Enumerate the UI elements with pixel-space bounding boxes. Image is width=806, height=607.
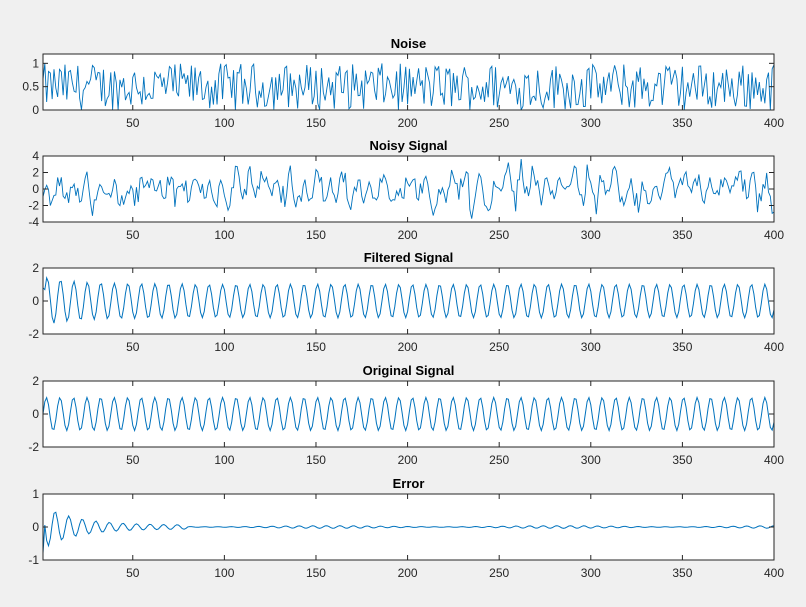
x-tick-label: 300 [581, 340, 601, 354]
x-tick-label: 200 [398, 453, 418, 467]
series-line [43, 511, 774, 554]
x-tick-label: 350 [672, 116, 692, 130]
x-tick-label: 300 [581, 566, 601, 580]
plot-area [43, 381, 774, 447]
series-line [43, 395, 774, 433]
x-tick-label: 400 [764, 566, 784, 580]
y-tick-label: 0 [32, 182, 39, 196]
x-tick-label: 150 [306, 566, 326, 580]
x-tick-label: 350 [672, 566, 692, 580]
x-tick-label: 50 [126, 340, 140, 354]
y-tick-label: 0 [32, 520, 39, 534]
x-tick-label: 400 [764, 228, 784, 242]
y-tick-label: -1 [28, 553, 39, 567]
y-tick-label: -2 [28, 440, 39, 454]
x-tick-label: 250 [489, 340, 509, 354]
x-tick-label: 200 [398, 340, 418, 354]
y-tick-label: 1 [32, 56, 39, 70]
x-tick-label: 200 [398, 116, 418, 130]
y-tick-label: 4 [32, 149, 39, 163]
x-tick-label: 50 [126, 453, 140, 467]
x-tick-label: 250 [489, 453, 509, 467]
subplot-4: 50 100 150 200 250 300 350 400 -2 0 2 Original Sign… [28, 363, 784, 467]
x-tick-label: 400 [764, 340, 784, 354]
subplot-title: Noisy Signal [369, 138, 447, 153]
series-line [43, 159, 774, 219]
y-tick-label: 2 [32, 166, 39, 180]
y-tick-label: 0 [32, 103, 39, 117]
subplot-title: Original Signal [363, 363, 455, 378]
y-tick-label: -2 [28, 327, 39, 341]
x-tick-label: 250 [489, 116, 509, 130]
y-tick-label: 2 [32, 374, 39, 388]
subplot-1: 50 100 150 200 250 300 350 400 0 0.5 1 Noise [22, 36, 784, 130]
x-tick-label: 100 [214, 340, 234, 354]
x-tick-label: 100 [214, 453, 234, 467]
subplot-title: Error [393, 476, 425, 491]
subplot-title: Noise [391, 36, 426, 51]
x-tick-label: 100 [214, 566, 234, 580]
subplot-title: Filtered Signal [364, 250, 454, 265]
y-tick-label: 0.5 [22, 80, 39, 94]
x-tick-label: 50 [126, 228, 140, 242]
series-line [43, 62, 774, 110]
x-tick-label: 150 [306, 116, 326, 130]
x-tick-label: 350 [672, 453, 692, 467]
x-tick-label: 100 [214, 228, 234, 242]
x-tick-label: 350 [672, 228, 692, 242]
x-tick-label: 100 [214, 116, 234, 130]
subplot-3: 50 100 150 200 250 300 350 400 -2 0 2 Filtered Sign… [28, 250, 784, 354]
subplot-2: 50 100 150 200 250 300 350 400 -4 -2 0 2 4 Noisy Sign… [28, 138, 784, 242]
y-tick-label: 2 [32, 261, 39, 275]
x-tick-label: 400 [764, 116, 784, 130]
x-tick-label: 300 [581, 116, 601, 130]
y-tick-label: 0 [32, 294, 39, 308]
x-tick-label: 150 [306, 228, 326, 242]
x-tick-label: 150 [306, 453, 326, 467]
x-tick-label: 150 [306, 340, 326, 354]
x-tick-label: 50 [126, 566, 140, 580]
x-tick-label: 250 [489, 228, 509, 242]
plot-area [43, 268, 774, 334]
x-tick-label: 200 [398, 566, 418, 580]
y-tick-label: -4 [28, 215, 39, 229]
axes-box [42, 53, 775, 111]
series-line [43, 276, 774, 324]
x-tick-label: 400 [764, 453, 784, 467]
x-tick-label: 250 [489, 566, 509, 580]
subplot-5: 50 100 150 200 250 300 350 400 -1 0 1 Error [28, 476, 784, 580]
x-tick-label: 200 [398, 228, 418, 242]
x-tick-label: 50 [126, 116, 140, 130]
x-tick-label: 300 [581, 453, 601, 467]
x-tick-label: 300 [581, 228, 601, 242]
y-tick-label: 0 [32, 407, 39, 421]
y-tick-label: -2 [28, 199, 39, 213]
x-tick-label: 350 [672, 340, 692, 354]
plot-area [43, 156, 774, 222]
y-tick-label: 1 [32, 487, 39, 501]
